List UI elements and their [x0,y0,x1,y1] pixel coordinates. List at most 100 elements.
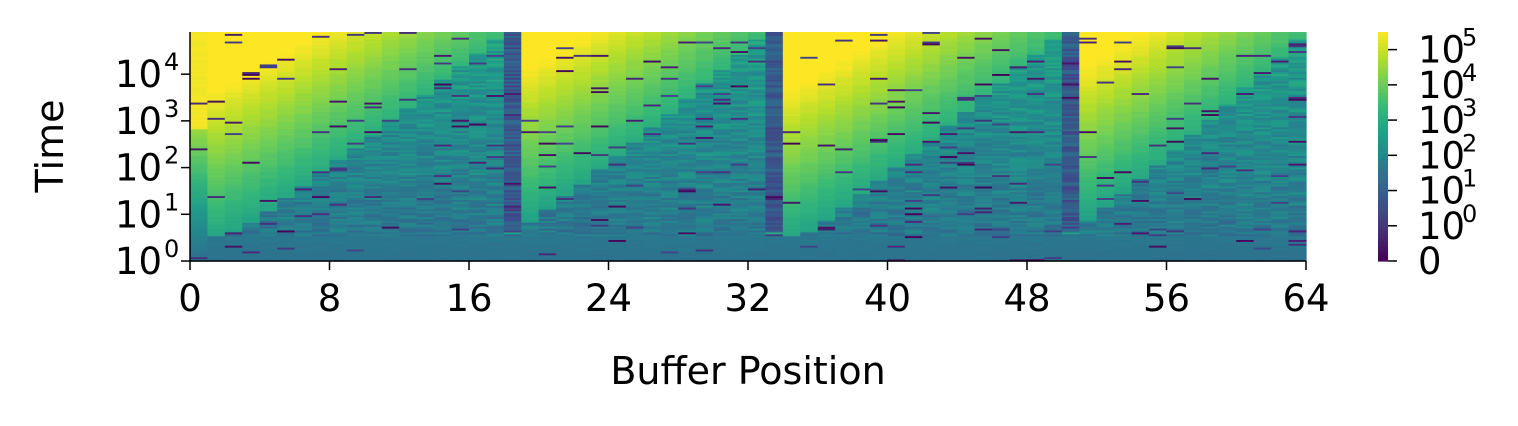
heatmap-cell [486,150,505,153]
heatmap-cell [573,177,592,180]
heatmap-cell [503,83,522,87]
heatmap-cell [434,146,453,150]
heatmap-cell [904,144,923,148]
heatmap-cell [277,115,296,119]
heatmap-cell [887,54,906,58]
heatmap-cell [207,167,226,170]
heatmap-cell [713,37,732,41]
heatmap-cell [695,156,714,159]
heatmap-cell [399,62,418,66]
heatmap-cell [294,217,313,220]
heatmap-cell [887,180,906,184]
heatmap-cell [695,249,714,253]
heatmap-cell [521,115,540,119]
heatmap-cell [364,41,383,45]
heatmap-cell [782,201,801,205]
heatmap-cell [748,58,767,62]
heatmap-cell [556,226,575,230]
heatmap-cell [625,142,644,146]
heatmap-cell [835,161,854,165]
heatmap-cell [346,85,365,88]
heatmap-cell [556,228,575,232]
heatmap-cell [660,115,679,119]
heatmap-cell [573,236,592,239]
heatmap-cell [852,129,871,132]
heatmap-cell [416,186,435,190]
heatmap-cell [242,89,261,92]
heatmap-cell [416,249,435,253]
heatmap-cell [399,96,418,100]
heatmap-cell [277,73,296,77]
heatmap-cell [486,178,505,182]
heatmap-cell [782,207,801,211]
heatmap-cell [852,37,871,41]
heatmap-cell [608,171,627,174]
heatmap-cell [817,167,836,170]
heatmap-cell [207,85,226,88]
heatmap-cell [870,201,889,205]
heatmap-cell [469,156,488,159]
heatmap-cell [782,186,801,190]
heatmap-cell [800,70,819,73]
heatmap-cell [329,177,348,180]
heatmap-cell [434,73,453,77]
heatmap-cell [678,43,697,46]
heatmap-cell [591,209,610,212]
heatmap-cell [364,140,383,144]
heatmap-cell [294,198,313,201]
heatmap-cell [312,41,331,45]
heatmap-cell [695,140,714,144]
heatmap-cell [817,45,836,48]
heatmap-cell [329,83,348,87]
heatmap-cell [782,96,801,100]
heatmap-cell [364,245,383,249]
heatmap-cell [224,142,243,146]
heatmap-cell [451,157,470,161]
heatmap-cell [835,175,854,178]
heatmap-cell [556,93,575,96]
heatmap-cell [782,190,801,193]
heatmap-cell [835,68,854,71]
heatmap-cell [521,133,540,136]
heatmap-cell [556,79,575,83]
heatmap-cell [399,186,418,190]
heatmap-cell [608,159,627,163]
heatmap-cell [678,112,697,115]
heatmap-cell [870,60,889,64]
heatmap-cell [730,96,749,100]
heatmap-cell [591,194,610,197]
heatmap-cell [870,186,889,190]
heatmap-cell [312,49,331,52]
heatmap-cell [469,247,488,251]
heatmap-cell [817,114,836,117]
heatmap-cell [817,112,836,115]
heatmap-cell [556,58,575,62]
heatmap-cell [782,236,801,239]
heatmap-cell [817,100,836,104]
heatmap-cell [748,131,767,134]
heatmap-cell [817,209,836,212]
heatmap-cell [678,77,697,81]
heatmap-cell [242,104,261,108]
heatmap-cell [870,131,889,134]
heatmap-cell [503,253,522,256]
heatmap-cell [503,161,522,165]
heatmap-cell [364,190,383,193]
heatmap-cell [817,163,836,167]
heatmap-cell [277,43,296,46]
heatmap-cell [765,215,784,218]
heatmap-cell [207,238,226,241]
heatmap-cell [800,175,819,178]
heatmap-cell [521,232,540,235]
heatmap-cell [660,157,679,161]
heatmap-cell [294,171,313,174]
heatmap-cell [259,161,278,165]
heatmap-cell [556,49,575,52]
heatmap-cell [660,205,679,209]
heatmap-cell [538,247,557,251]
heatmap-cell [904,60,923,64]
heatmap-cell [242,257,261,260]
heatmap-cell [835,224,854,228]
heatmap-cell [538,70,557,73]
heatmap-cell [870,199,889,203]
